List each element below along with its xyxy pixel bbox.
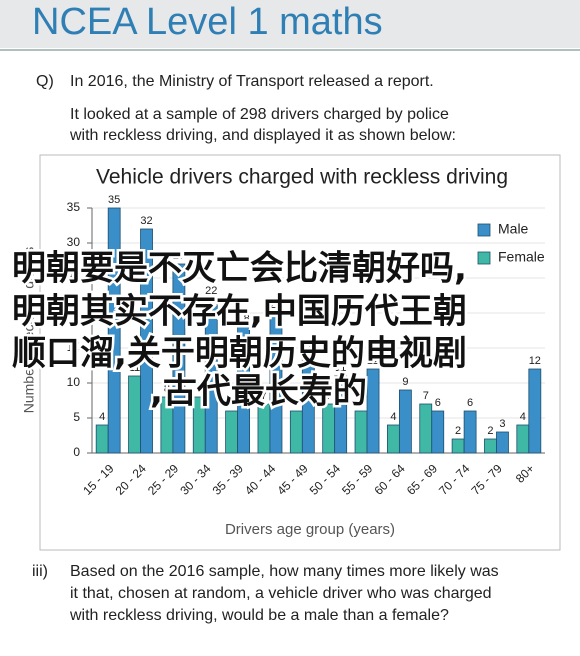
bar — [128, 375, 141, 454]
question-line: It looked at a sample of 298 drivers cha… — [70, 106, 449, 123]
legend-label: Female — [498, 249, 545, 265]
value-label: 6 — [293, 397, 299, 409]
x-tick-label: 60 - 64 — [371, 461, 408, 498]
x-tick-label: 55 - 59 — [339, 461, 376, 498]
value-label: 8 — [196, 383, 202, 395]
value-label: 6 — [435, 397, 441, 409]
bar — [366, 368, 380, 454]
value-label: 22 — [205, 285, 217, 297]
value-label: 14 — [302, 341, 314, 353]
x-axis-label: Drivers age group (years) — [225, 521, 395, 538]
x-tick-label: 40 - 44 — [242, 461, 279, 498]
value-label: 32 — [140, 215, 152, 227]
x-tick-label: 25 - 29 — [145, 461, 182, 498]
bar — [204, 298, 218, 454]
y-tick-label: 15 — [67, 340, 81, 354]
y-tick-label: 30 — [67, 235, 81, 249]
question-line: In 2016, the Ministry of Transport relea… — [70, 73, 434, 90]
value-label: 3 — [499, 418, 505, 430]
x-tick-label: 35 - 39 — [210, 461, 247, 498]
value-label: 20 — [270, 299, 282, 311]
header-title: NCEA Level 1 maths — [32, 1, 383, 43]
value-label: 11 — [335, 362, 346, 374]
y-tick-label: 5 — [73, 410, 80, 424]
value-label: 4 — [99, 411, 105, 423]
bar — [354, 410, 368, 454]
x-tick-label: 15 - 19 — [80, 461, 117, 498]
bar — [451, 438, 465, 454]
bar — [496, 431, 509, 454]
value-label: 12 — [367, 355, 379, 367]
bar — [107, 207, 121, 454]
value-label: 7 — [326, 390, 332, 402]
chart-title: Vehicle drivers charged with reckless dr… — [96, 166, 508, 189]
overlay: 明朝要是不灭亡会比清朝好吗,明朝其实不存在,中国历代王朝顺口溜,关于明朝历史的电… — [10, 246, 470, 414]
bar — [140, 228, 153, 454]
value-label: 27 — [173, 250, 185, 262]
header-band — [0, 0, 580, 48]
value-label: 6 — [358, 397, 364, 409]
chart-frame — [39, 154, 561, 551]
y-tick-label: 20 — [67, 305, 81, 319]
y-tick-label: 10 — [67, 375, 81, 389]
overlay-text: 顺口溜,关于明朝历史的电视剧 — [12, 334, 467, 374]
value-label: 4 — [390, 411, 396, 423]
bar — [463, 410, 477, 454]
x-tick-label: 75 - 79 — [469, 461, 506, 498]
x-tick-label: 65 - 69 — [404, 461, 441, 498]
bar — [484, 438, 497, 454]
bar — [398, 389, 412, 454]
overlay-text: 明朝其实不存在,中国历代王朝 — [12, 292, 467, 332]
part-line: it that, chosen at random, a vehicle dri… — [70, 585, 492, 602]
legend-swatch — [477, 251, 491, 265]
value-label: 7 — [261, 390, 267, 402]
y-axis-label: Number of reckless drivers — [21, 247, 37, 414]
legend-label: Male — [498, 221, 529, 237]
part-line: with reckless driving, would be a male t… — [69, 607, 449, 624]
x-tick-label: 45 - 49 — [274, 461, 311, 498]
value-label: 6 — [467, 397, 473, 409]
value-label: 6 — [229, 397, 235, 409]
value-label: 11 — [129, 362, 140, 374]
value-label: 2 — [455, 425, 461, 437]
value-label: 9 — [402, 376, 408, 388]
question-line: with reckless driving, and displayed it … — [69, 127, 456, 144]
question-label: Q) — [36, 73, 54, 90]
value-label: 4 — [520, 411, 526, 423]
part-line: Based on the 2016 sample, how many times… — [70, 563, 499, 580]
value-label: 35 — [108, 194, 120, 206]
value-label: 8 — [164, 383, 170, 395]
x-tick-label: 50 - 54 — [307, 461, 344, 498]
part-label: iii) — [32, 563, 48, 580]
value-label: 7 — [423, 390, 429, 402]
bar — [528, 368, 542, 454]
bar — [95, 424, 109, 454]
value-label: 2 — [487, 425, 493, 437]
overlay-text: ,古代最长寿的 — [150, 372, 367, 412]
bar — [237, 326, 251, 454]
overlay-text: 明朝要是不灭亡会比清朝好吗, — [12, 249, 467, 289]
y-tick-label: 35 — [67, 200, 81, 214]
bar — [172, 263, 186, 454]
bar — [269, 312, 283, 454]
x-tick-label: 20 - 24 — [113, 461, 150, 498]
bar — [386, 424, 400, 454]
bar — [431, 410, 445, 454]
value-label: 12 — [529, 355, 541, 367]
legend-swatch — [477, 223, 491, 237]
bar — [301, 354, 315, 454]
bar — [516, 424, 530, 454]
bar — [289, 410, 303, 454]
bar — [419, 403, 433, 454]
bar — [334, 375, 348, 454]
bar — [225, 410, 239, 454]
x-tick-label: 70 - 74 — [436, 461, 473, 498]
y-tick-label: 0 — [73, 445, 80, 459]
x-tick-label: 30 - 34 — [177, 461, 214, 498]
y-tick-label: 25 — [67, 270, 81, 284]
x-tick-label: 80+ — [513, 461, 537, 485]
value-label: 18 — [237, 313, 249, 325]
